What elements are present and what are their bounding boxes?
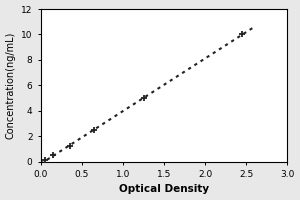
Y-axis label: Concentration(ng/mL): Concentration(ng/mL) [6, 32, 16, 139]
X-axis label: Optical Density: Optical Density [119, 184, 209, 194]
